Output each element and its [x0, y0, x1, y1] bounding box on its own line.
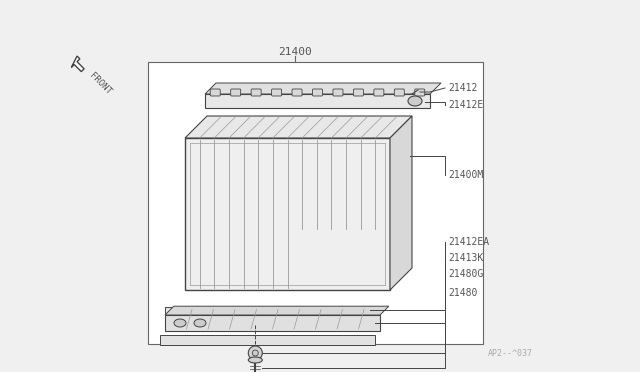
Circle shape: [252, 350, 259, 356]
Text: 21480: 21480: [448, 288, 477, 298]
FancyBboxPatch shape: [394, 89, 404, 96]
FancyBboxPatch shape: [251, 89, 261, 96]
Bar: [160, 335, 375, 345]
Polygon shape: [165, 306, 389, 315]
Ellipse shape: [174, 319, 186, 327]
Text: AP2--^037: AP2--^037: [488, 349, 533, 358]
Bar: [148, 62, 483, 344]
Polygon shape: [390, 116, 412, 290]
Text: 21412: 21412: [448, 83, 477, 93]
Bar: [185, 138, 390, 290]
Polygon shape: [185, 116, 412, 138]
Circle shape: [248, 346, 262, 360]
Ellipse shape: [248, 357, 262, 363]
Bar: [165, 307, 380, 313]
FancyBboxPatch shape: [333, 89, 343, 96]
Polygon shape: [72, 56, 84, 71]
FancyBboxPatch shape: [292, 89, 302, 96]
Text: 21480G: 21480G: [448, 269, 483, 279]
Polygon shape: [205, 83, 441, 94]
FancyBboxPatch shape: [230, 89, 241, 96]
Text: 21413K: 21413K: [448, 253, 483, 263]
Text: 21400: 21400: [278, 47, 312, 57]
FancyBboxPatch shape: [210, 89, 220, 96]
Ellipse shape: [194, 319, 206, 327]
Text: 21412E: 21412E: [448, 100, 483, 110]
FancyBboxPatch shape: [312, 89, 323, 96]
FancyBboxPatch shape: [374, 89, 384, 96]
Text: 21412EA: 21412EA: [448, 237, 489, 247]
Text: FRONT: FRONT: [88, 71, 113, 97]
Ellipse shape: [408, 96, 422, 106]
FancyBboxPatch shape: [271, 89, 282, 96]
Text: 21400M: 21400M: [448, 170, 483, 180]
Bar: [165, 315, 380, 331]
FancyBboxPatch shape: [415, 89, 425, 96]
FancyBboxPatch shape: [353, 89, 364, 96]
Bar: [205, 94, 430, 108]
